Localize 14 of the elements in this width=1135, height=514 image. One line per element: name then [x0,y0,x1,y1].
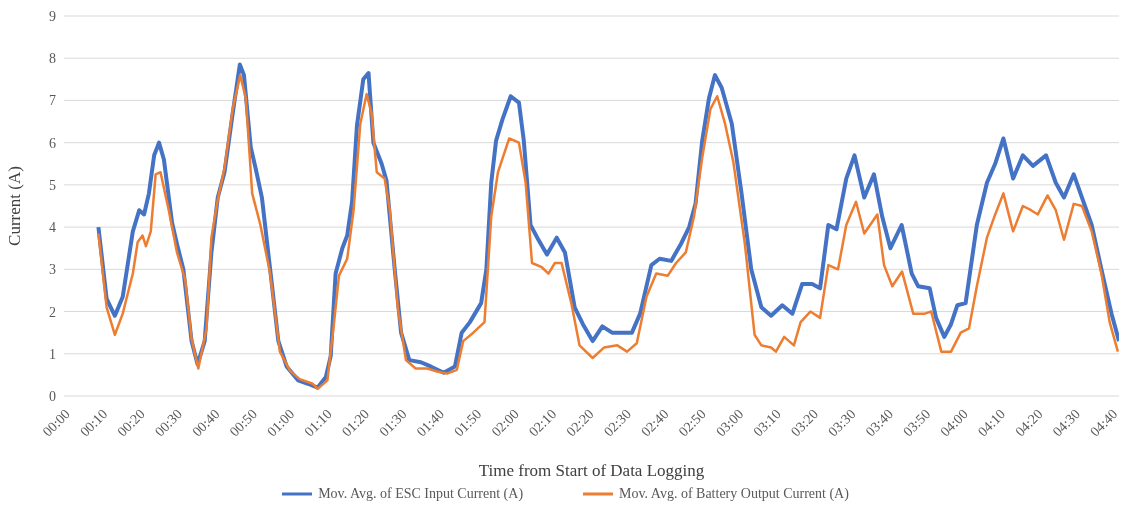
y-tick-label: 6 [49,135,56,151]
y-tick-label: 4 [49,220,56,236]
y-tick-label: 7 [49,93,56,109]
y-axis-title: Current (A) [5,166,25,246]
y-tick-label: 1 [49,346,56,362]
y-tick-label: 0 [49,388,56,404]
y-tick-label: 9 [49,8,56,24]
y-tick-label: 2 [49,304,56,320]
legend-label: Mov. Avg. of ESC Input Current (A) [318,486,524,502]
y-tick-label: 5 [49,177,56,193]
legend-label: Mov. Avg. of Battery Output Current (A) [619,486,849,502]
y-tick-label: 3 [49,262,56,278]
x-axis-title: Time from Start of Data Logging [478,461,705,480]
y-tick-label: 8 [49,51,56,67]
